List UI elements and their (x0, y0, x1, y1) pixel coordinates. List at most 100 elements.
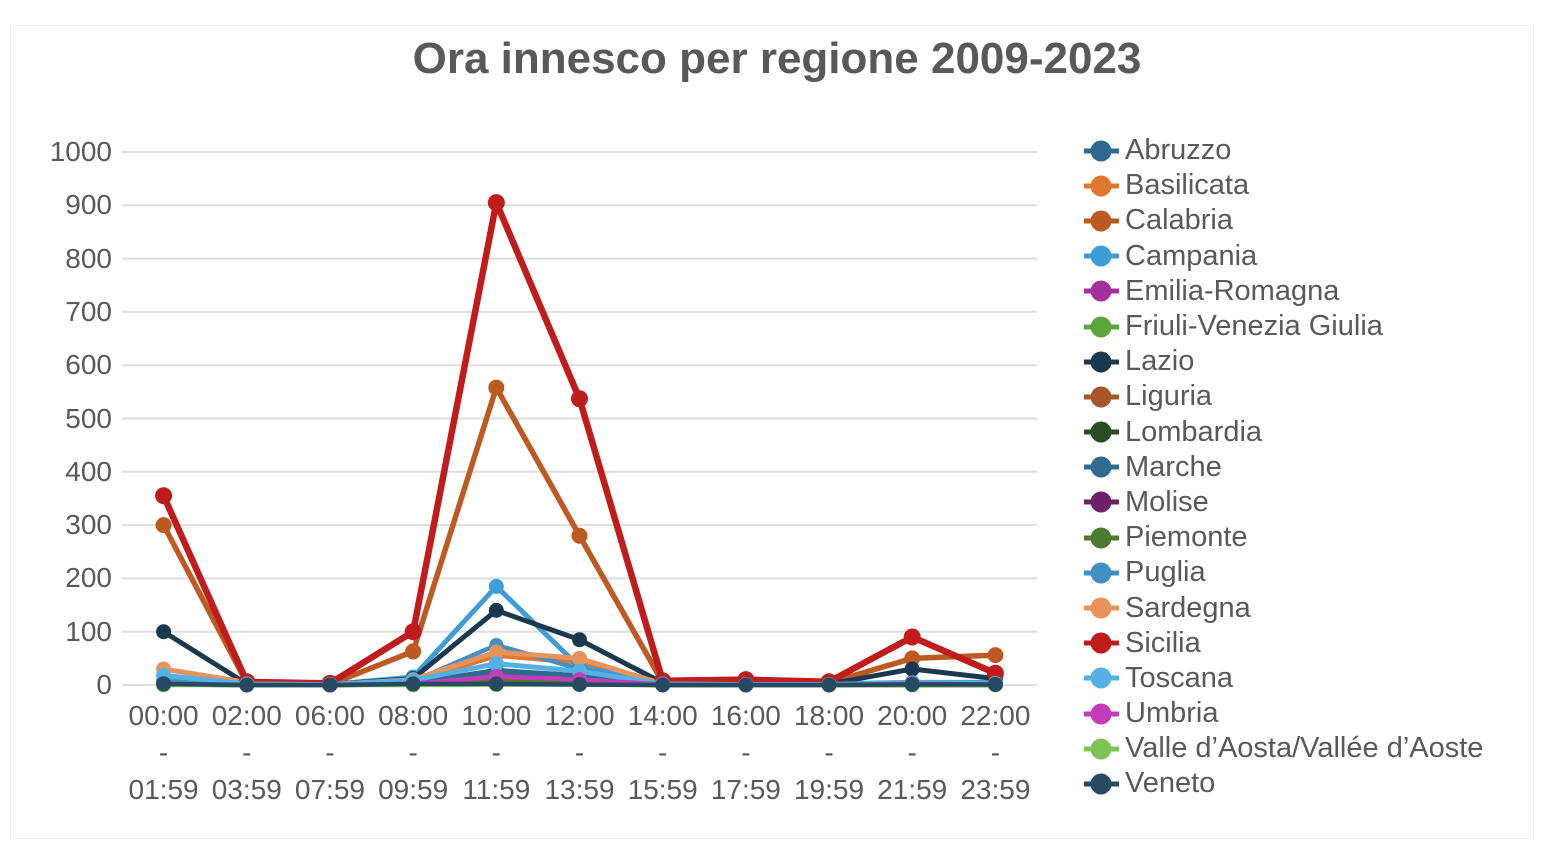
data-point (405, 643, 422, 660)
legend-item-umbria: Umbria (1083, 696, 1483, 731)
data-point (572, 650, 587, 666)
legend-marker-icon (1084, 491, 1119, 513)
legend-item-sardegna: Sardegna (1083, 590, 1483, 625)
x-tick-line: - (741, 737, 751, 768)
legend-label: Puglia (1125, 556, 1206, 589)
data-point (904, 661, 920, 677)
x-tick-label: 22:00 - 23:59 (937, 697, 1053, 808)
x-tick-label: 00:00 - 01:59 (106, 697, 222, 808)
data-point (322, 677, 338, 693)
x-tick-line: - (408, 737, 418, 768)
data-point (488, 644, 504, 660)
x-tick-line: 18:00 (793, 700, 865, 731)
x-tick-line: 20:00 (877, 700, 948, 731)
legend-marker-icon (1084, 738, 1119, 760)
legend-item-liguria: Liguria (1083, 379, 1483, 414)
x-tick-line: - (990, 737, 1001, 768)
legend-label: Basilicata (1125, 169, 1250, 202)
chart-title: Ora innesco per regione 2009-2023 (412, 34, 1142, 83)
data-point (904, 676, 920, 692)
x-tick-line: - (242, 737, 252, 768)
legend-item-calabria: Calabria (1083, 203, 1483, 238)
x-tick-label: 20:00 - 21:59 (854, 697, 970, 808)
legend-item-toscana: Toscana (1083, 661, 1483, 696)
x-tick-line: - (574, 737, 585, 768)
data-point (572, 632, 587, 648)
series-line (160, 199, 999, 687)
x-tick-line: - (907, 737, 917, 768)
x-tick-line: - (158, 737, 169, 768)
legend-marker-icon (1084, 632, 1119, 654)
legend-marker-icon (1084, 597, 1119, 619)
x-tick-line: 07:59 (294, 774, 365, 805)
legend-item-lombardia: Lombardia (1083, 415, 1483, 450)
x-tick-label: 18:00 - 19:59 (771, 697, 887, 808)
legend-label: Abruzzo (1125, 134, 1232, 167)
x-tick-line: 21:59 (877, 774, 948, 805)
series-veneto (156, 676, 1003, 693)
data-point (903, 628, 921, 646)
data-point (738, 677, 754, 693)
x-tick-line: 10:00 (461, 700, 532, 731)
legend-item-friuli-venezia-giulia: Friuli-Venezia Giulia (1083, 309, 1483, 344)
data-point (405, 676, 421, 692)
legend-item-marche: Marche (1083, 450, 1483, 485)
y-tick-label: 0 (96, 669, 112, 700)
x-tick-line: 01:59 (128, 774, 199, 805)
y-tick-label: 400 (65, 455, 112, 487)
x-tick-line: - (658, 737, 668, 768)
x-tick-label: 16:00 - 17:59 (688, 697, 804, 808)
data-point (487, 194, 505, 212)
data-point (987, 647, 1004, 664)
x-tick-label: 06:00 - 07:59 (272, 697, 388, 808)
data-point (572, 676, 587, 692)
legend-label: Toscana (1125, 661, 1234, 694)
x-tick-label: 02:00 - 03:59 (189, 697, 305, 808)
legend-item-sicilia: Sicilia (1083, 626, 1483, 661)
data-point (488, 578, 504, 594)
legend-label: Campania (1125, 239, 1258, 272)
x-tick-line: 12:00 (544, 700, 615, 731)
legend-label: Valle d’Aosta/Vallée d’Aoste (1125, 732, 1484, 765)
legend-label: Sardegna (1125, 591, 1251, 624)
x-tick-line: 16:00 (710, 700, 781, 731)
y-tick-label: 600 (65, 349, 112, 381)
legend-marker-icon (1084, 351, 1119, 373)
legend-marker-icon (1084, 386, 1119, 408)
legend-marker-icon (1084, 703, 1119, 725)
x-tick-line: 17:59 (710, 774, 781, 805)
x-tick-line: 22:00 (960, 700, 1031, 731)
series-sicilia (155, 194, 1004, 692)
data-point (488, 676, 504, 692)
legend-label: Emilia-Romagna (1125, 274, 1340, 307)
y-tick-label: 900 (65, 189, 112, 221)
x-tick-line: 09:59 (378, 774, 449, 805)
data-point (571, 527, 588, 544)
data-point (904, 650, 921, 667)
legend-item-molise: Molise (1083, 485, 1483, 520)
legend-item-abruzzo: Abruzzo (1083, 133, 1483, 168)
legend-marker-icon (1084, 421, 1119, 443)
x-tick-line: 03:59 (211, 774, 282, 805)
y-tick-label: 1000 (49, 136, 112, 167)
legend-marker-icon (1084, 667, 1119, 689)
data-point (155, 487, 173, 505)
legend-label: Umbria (1125, 697, 1219, 730)
legend-marker-icon (1084, 280, 1119, 302)
y-tick-label: 300 (65, 509, 112, 541)
x-tick-label: 14:00 - 15:59 (605, 697, 721, 808)
legend: Abruzzo Basilicata Calabria Campania Emilia-… (1083, 133, 1483, 802)
legend-label: Lazio (1125, 345, 1195, 378)
legend-item-valle-d-aosta-vall-e-d-aoste: Valle d’Aosta/Vallée d’Aoste (1083, 731, 1483, 766)
x-tick-label: 12:00 - 13:59 (522, 697, 638, 808)
legend-marker-icon (1084, 175, 1119, 197)
legend-label: Marche (1125, 450, 1222, 483)
legend-marker-icon (1084, 140, 1119, 162)
x-tick-line: 14:00 (627, 700, 698, 731)
x-tick-line: 08:00 (378, 700, 449, 731)
x-tick-line: - (491, 737, 501, 768)
legend-label: Sicilia (1125, 626, 1201, 659)
data-point (821, 677, 837, 693)
